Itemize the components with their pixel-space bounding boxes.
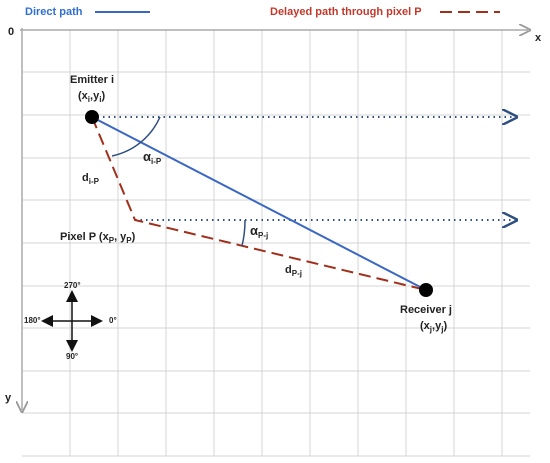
text-part: α — [250, 223, 258, 238]
legend-delayed: Delayed path through pixel P — [270, 6, 422, 18]
emitter-coord: (xi,yi) — [78, 90, 105, 104]
pixel-label: Pixel P (xP, yP) — [60, 231, 136, 245]
text-part: d — [285, 264, 292, 276]
receiver-coord: (xj,yj) — [420, 320, 447, 334]
text-part: Pixel P (x — [60, 231, 110, 243]
angle-label: αi-P — [143, 149, 162, 166]
compass — [41, 290, 103, 352]
angle-arc — [111, 116, 161, 157]
y-axis-label: y — [5, 392, 12, 404]
subscript: P-j — [292, 269, 302, 278]
subscript: P-j — [258, 231, 268, 240]
distance-label: di-P — [82, 172, 100, 186]
text-part: ) — [443, 320, 447, 332]
text-part: ,y — [432, 320, 442, 332]
delayed-path — [91, 116, 427, 291]
compass-label: 270° — [64, 281, 81, 290]
direct-path — [91, 116, 427, 291]
receiver-name: Receiver j — [400, 304, 452, 316]
text-part: , y — [114, 231, 127, 243]
distance-label: dP-j — [285, 264, 302, 278]
subscript: i — [88, 95, 90, 104]
text-part: (x — [78, 90, 89, 102]
x-axis-label: x — [535, 32, 542, 44]
text-part: ) — [101, 90, 105, 102]
text-part: ,y — [90, 90, 100, 102]
text-part: α — [143, 149, 151, 164]
subscript: P — [126, 236, 132, 245]
legend-direct: Direct path — [25, 6, 83, 18]
text-part: ) — [132, 231, 136, 243]
subscript: i-P — [89, 177, 100, 186]
compass-label: 180° — [24, 316, 41, 325]
subscript: j — [440, 325, 443, 334]
angle-arc — [241, 219, 246, 247]
emitter-node — [85, 110, 99, 124]
subscript: i — [99, 95, 101, 104]
receiver-node — [419, 283, 433, 297]
compass-label: 90° — [66, 352, 78, 361]
emitter-name: Emitter i — [70, 74, 114, 86]
text-part: (x — [420, 320, 431, 332]
text-part: d — [82, 172, 89, 184]
subscript: P — [109, 236, 115, 245]
angle-label: αP-j — [250, 223, 268, 240]
subscript: i-P — [151, 157, 162, 166]
grid — [22, 30, 530, 457]
subscript: j — [429, 325, 432, 334]
origin-label: 0 — [8, 26, 14, 38]
compass-label: 0° — [109, 316, 117, 325]
